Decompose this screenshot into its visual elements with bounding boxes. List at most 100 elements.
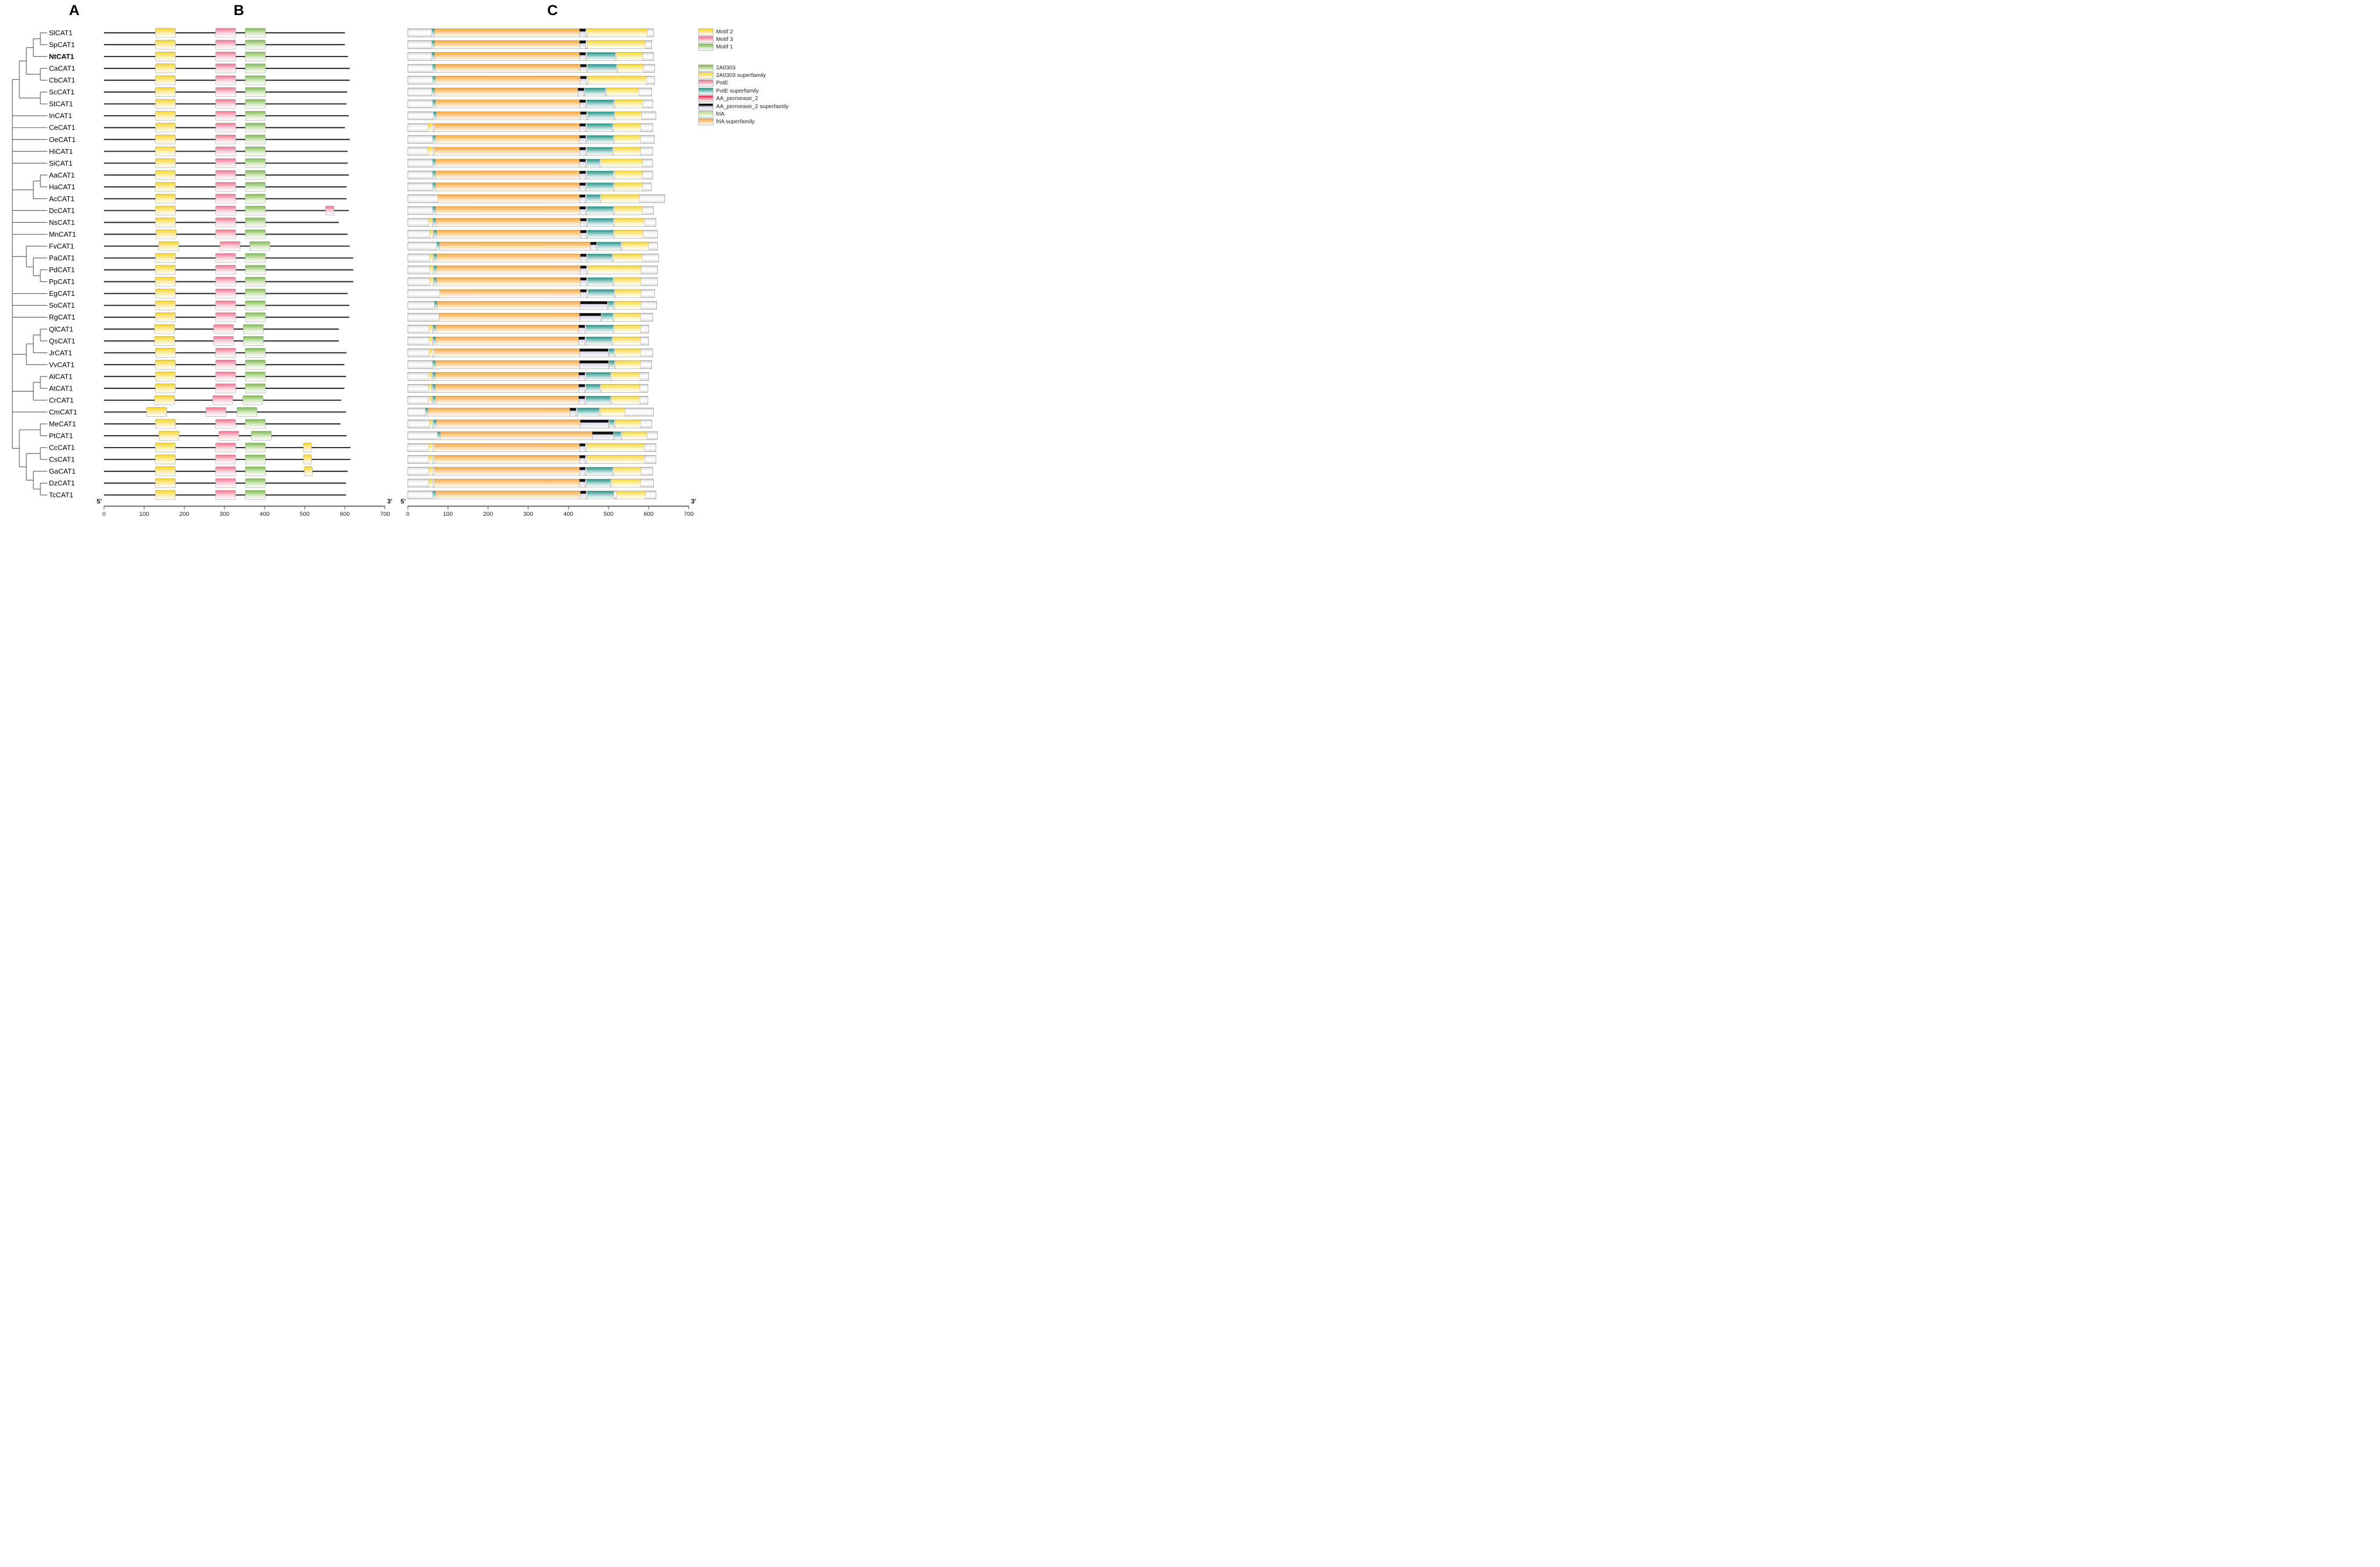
2A0303-superfamily-block <box>606 88 639 96</box>
potE-superfamily-stripe <box>431 52 435 61</box>
row-label: SpCAT1 <box>49 41 75 49</box>
motif-1-box <box>251 431 272 441</box>
domain-row-MnCAT1 <box>407 230 658 239</box>
motif-1-box <box>245 52 266 61</box>
motif-3-box <box>215 372 236 381</box>
domain-row-CrCAT1 <box>407 396 648 405</box>
motif-1-box <box>245 205 266 216</box>
2A0303-superfamily-block <box>613 147 641 156</box>
2A0303-superfamily-block <box>614 325 641 334</box>
motif-1-box <box>245 384 266 393</box>
motif-2-box <box>155 265 176 275</box>
potE-superfamily-stripe <box>434 230 437 239</box>
three-prime-label: 3' <box>691 498 696 505</box>
sequence-row-AlCAT1 <box>104 372 346 381</box>
motif-2-box <box>155 300 176 310</box>
motif-3-box <box>215 63 236 73</box>
motif-3-box <box>215 146 236 157</box>
row-label: CrCAT1 <box>49 396 74 404</box>
motif-3-box <box>215 265 236 275</box>
motif-2-box <box>155 217 176 228</box>
domain-row-CeCAT1 <box>407 123 653 132</box>
aa-permease-2-superfamily-cap <box>579 100 586 103</box>
motif-2-box <box>155 40 176 49</box>
2A0303-superfamily-stripe <box>428 467 433 476</box>
2A0303-superfamily-block <box>622 431 647 440</box>
2A0303-superfamily-block <box>601 194 640 203</box>
row-label: OeCAT1 <box>49 136 76 144</box>
domain-legend-label: frlA <box>716 111 725 118</box>
potE-superfamily-block <box>586 396 611 405</box>
motif-1-box <box>245 466 266 476</box>
domain-row-CcCAT1 <box>407 443 656 452</box>
motif-3-box <box>215 384 236 393</box>
potE-superfamily-stripe <box>433 218 436 227</box>
domain-row-PpCAT1 <box>407 277 658 286</box>
domain-row-TcCAT1 <box>407 491 656 500</box>
panel-c-rows <box>407 29 665 500</box>
frlA-superfamily-block <box>436 337 579 345</box>
motif-3-box <box>215 134 236 145</box>
row-label: AaCAT1 <box>49 171 75 179</box>
potE-superfamily-stripe <box>434 301 437 310</box>
domain-legend-swatch <box>698 64 713 72</box>
2A0303-superfamily-stripe <box>429 349 433 357</box>
five-prime-label: 5' <box>400 498 406 505</box>
2A0303-superfamily-block <box>600 408 625 416</box>
aa-permease-2-superfamily-cap <box>578 337 585 340</box>
2A0303-superfamily-block <box>614 182 643 192</box>
domain-row-CsCAT1 <box>407 455 656 464</box>
frlA-superfamily-block <box>435 100 580 108</box>
2A0303-superfamily-stripe <box>429 253 434 263</box>
aa-permease-2-superfamily-cap <box>579 455 585 458</box>
motif-3-box <box>215 170 236 180</box>
sequence-row-InCAT1 <box>104 111 349 121</box>
axis-tick-label: 200 <box>179 511 189 517</box>
motif-1-box <box>245 146 266 157</box>
sequence-row-CrCAT1 <box>104 395 342 405</box>
motif-1-box <box>245 348 266 358</box>
domain-row-NsCAT1 <box>407 218 656 227</box>
2A0303-superfamily-block <box>611 479 641 487</box>
motif-1-box <box>243 324 264 334</box>
frlA-superfamily-block <box>437 301 581 310</box>
potE-superfamily-stripe <box>433 76 436 84</box>
aa-permease-2-superfamily-cap <box>579 313 601 316</box>
motif-1-box <box>245 194 266 204</box>
row-label: SiCAT1 <box>49 159 73 167</box>
motif-3-box <box>215 194 236 204</box>
motif-3-box <box>215 158 236 168</box>
domain-row-CaCAT1 <box>407 64 655 73</box>
panel-a-label: A <box>69 2 80 18</box>
potE-superfamily-block <box>586 147 613 156</box>
potE-superfamily-block <box>609 360 615 369</box>
frlA-superfamily-block <box>434 467 580 476</box>
motif-1-box <box>245 111 266 121</box>
sequence-row-QsCAT1 <box>104 336 339 346</box>
motif-1-box <box>245 99 266 109</box>
aa-permease-2-superfamily-cap <box>579 135 586 138</box>
motif-1-box <box>245 360 266 370</box>
domain-legend-swatch <box>698 111 713 118</box>
panel-b-label: B <box>233 2 244 18</box>
motif-3-box <box>215 99 236 109</box>
domain-legend-swatch <box>698 80 713 87</box>
sequence-row-MnCAT1 <box>104 229 348 239</box>
domain-legend-item: AA_permease_2 superfamily <box>698 103 789 110</box>
motif-3-box <box>206 407 226 417</box>
motif-1-box <box>245 75 266 85</box>
2A0303-superfamily-block <box>614 313 641 322</box>
aa-permease-2-superfamily-cap <box>579 467 585 470</box>
aa-permease-2-superfamily-cap <box>579 29 586 32</box>
axis-tick-label: 600 <box>340 511 350 517</box>
motif-3-box <box>215 75 236 85</box>
sequence-row-ScCAT1 <box>104 87 348 97</box>
potE-superfamily-block <box>587 253 613 263</box>
three-prime-label: 3' <box>387 498 393 505</box>
potE-superfamily-block <box>577 408 600 416</box>
aa-permease-2-superfamily-cap <box>579 40 586 44</box>
panel-c-axis: 0 100 200 300 400 500 600 700 5' 3' <box>400 498 696 517</box>
row-label: CbCAT1 <box>49 76 75 84</box>
domain-row-GaCAT1 <box>407 467 653 476</box>
frlA-superfamily-block <box>438 313 580 322</box>
